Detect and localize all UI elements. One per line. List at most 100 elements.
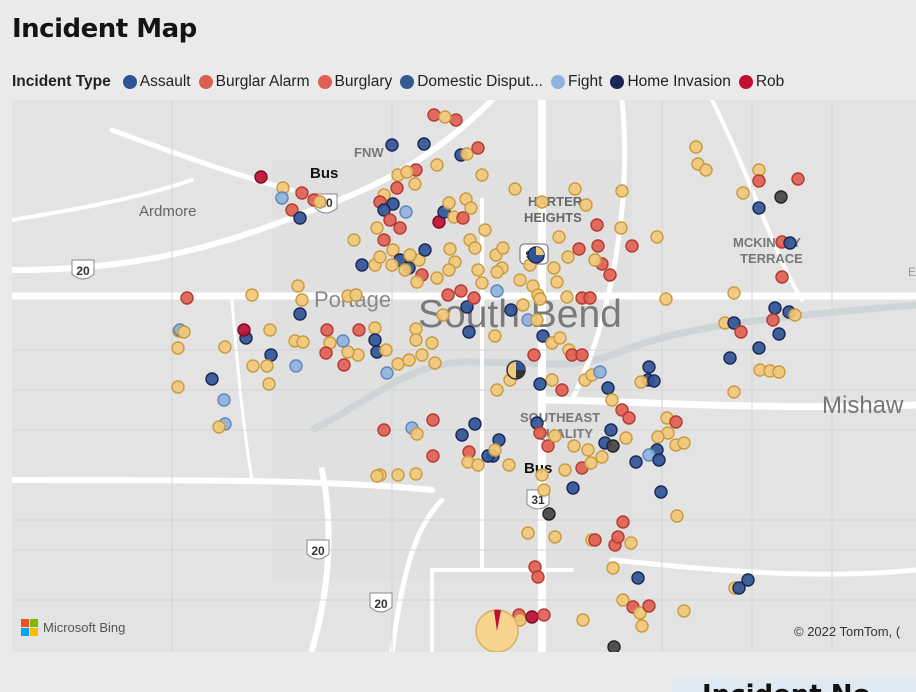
incident-marker[interactable]: [615, 184, 629, 198]
incident-marker[interactable]: [409, 333, 423, 347]
incident-marker[interactable]: [619, 431, 633, 445]
incident-marker[interactable]: [488, 443, 502, 457]
incident-marker[interactable]: [752, 201, 766, 215]
incident-marker[interactable]: [490, 284, 504, 298]
incident-marker[interactable]: [536, 329, 550, 343]
incident-marker[interactable]: [588, 533, 602, 547]
incident-marker[interactable]: [373, 250, 387, 264]
incident-marker[interactable]: [504, 303, 518, 317]
incident-marker[interactable]: [379, 343, 393, 357]
incident-marker[interactable]: [438, 110, 452, 124]
incident-marker[interactable]: [591, 239, 605, 253]
incident-marker[interactable]: [583, 291, 597, 305]
incident-marker[interactable]: [642, 360, 656, 374]
incident-marker[interactable]: [766, 313, 780, 327]
incident-marker[interactable]: [468, 241, 482, 255]
incident-marker[interactable]: [552, 230, 566, 244]
incident-marker[interactable]: [575, 348, 589, 362]
incident-marker[interactable]: [385, 258, 399, 272]
incident-marker[interactable]: [391, 357, 405, 371]
incident-marker[interactable]: [542, 507, 556, 521]
incident-marker[interactable]: [772, 327, 786, 341]
incident-marker[interactable]: [409, 467, 423, 481]
incident-marker[interactable]: [449, 113, 463, 127]
incident-marker[interactable]: [530, 313, 544, 327]
incident-marker[interactable]: [171, 380, 185, 394]
incident-marker[interactable]: [436, 308, 450, 322]
incident-marker[interactable]: [560, 290, 574, 304]
incident-marker[interactable]: [601, 381, 615, 395]
incident-marker[interactable]: [723, 351, 737, 365]
incident-marker[interactable]: [410, 275, 424, 289]
incident-marker[interactable]: [262, 377, 276, 391]
map-canvas[interactable]: FNW Bus Ardmore HARTER HEIGHTS MCKINLEY …: [12, 100, 916, 652]
incident-marker[interactable]: [460, 147, 474, 161]
legend-item-burglar-alarm[interactable]: Burglar Alarm: [198, 73, 310, 91]
incident-marker[interactable]: [772, 365, 786, 379]
incident-marker[interactable]: [390, 181, 404, 195]
incident-marker[interactable]: [631, 571, 645, 585]
incident-marker[interactable]: [352, 323, 366, 337]
incident-marker[interactable]: [218, 340, 232, 354]
incident-marker[interactable]: [212, 420, 226, 434]
incident-marker[interactable]: [456, 211, 470, 225]
incident-marker[interactable]: [633, 606, 647, 620]
incident-marker[interactable]: [368, 321, 382, 335]
incident-marker[interactable]: [293, 307, 307, 321]
incident-marker[interactable]: [400, 165, 414, 179]
incident-marker[interactable]: [752, 163, 766, 177]
incident-marker[interactable]: [541, 439, 555, 453]
incident-marker[interactable]: [508, 182, 522, 196]
incident-marker[interactable]: [774, 190, 788, 204]
incident-marker[interactable]: [689, 140, 703, 154]
incident-marker[interactable]: [264, 348, 278, 362]
incident-marker[interactable]: [296, 335, 310, 349]
incident-marker[interactable]: [616, 593, 630, 607]
incident-marker[interactable]: [349, 288, 363, 302]
incident-marker[interactable]: [548, 530, 562, 544]
incident-marker[interactable]: [260, 359, 274, 373]
incident-marker[interactable]: [377, 423, 391, 437]
incident-marker[interactable]: [377, 233, 391, 247]
incident-marker[interactable]: [428, 356, 442, 370]
incident-marker[interactable]: [426, 413, 440, 427]
incident-marker[interactable]: [368, 333, 382, 347]
incident-marker[interactable]: [604, 423, 618, 437]
incident-marker[interactable]: [320, 323, 334, 337]
incident-marker[interactable]: [527, 348, 541, 362]
incident-marker[interactable]: [468, 417, 482, 431]
incident-markers[interactable]: [171, 108, 805, 652]
incident-marker[interactable]: [430, 271, 444, 285]
incident-marker[interactable]: [727, 316, 741, 330]
incident-marker[interactable]: [547, 261, 561, 275]
incident-marker[interactable]: [576, 613, 590, 627]
incident-marker[interactable]: [533, 426, 547, 440]
incident-marker[interactable]: [425, 336, 439, 350]
incident-marker[interactable]: [478, 223, 492, 237]
incident-marker[interactable]: [535, 468, 549, 482]
incident-marker[interactable]: [502, 458, 516, 472]
incident-marker[interactable]: [399, 205, 413, 219]
incident-marker[interactable]: [516, 298, 530, 312]
incident-marker[interactable]: [319, 346, 333, 360]
incident-marker[interactable]: [217, 393, 231, 407]
incident-marker[interactable]: [531, 570, 545, 584]
incident-marker[interactable]: [462, 325, 476, 339]
incident-marker[interactable]: [642, 599, 656, 613]
incident-marker[interactable]: [441, 288, 455, 302]
pie-cluster-marker[interactable]: [475, 609, 519, 652]
incident-marker[interactable]: [293, 211, 307, 225]
incident-marker[interactable]: [245, 288, 259, 302]
incident-marker[interactable]: [454, 284, 468, 298]
incident-marker[interactable]: [237, 323, 251, 337]
pie-cluster-marker[interactable]: [527, 246, 545, 264]
incident-marker[interactable]: [545, 373, 559, 387]
incident-marker[interactable]: [727, 385, 741, 399]
incident-marker[interactable]: [427, 108, 441, 122]
incident-marker[interactable]: [734, 325, 748, 339]
incident-marker[interactable]: [393, 221, 407, 235]
incident-marker[interactable]: [443, 242, 457, 256]
incident-marker[interactable]: [670, 509, 684, 523]
incident-marker[interactable]: [442, 263, 456, 277]
incident-marker[interactable]: [625, 239, 639, 253]
